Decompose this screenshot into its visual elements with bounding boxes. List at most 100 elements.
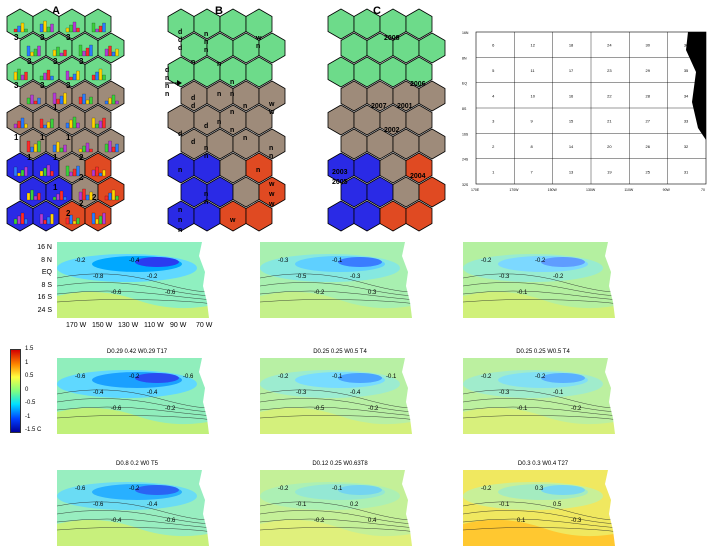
contour-map: -0.2 -0.1 -0.2 -0.1 0.2 0.4 bbox=[260, 470, 420, 546]
hex-b-label: n bbox=[269, 145, 273, 152]
hex-a-label: 2 bbox=[79, 153, 84, 162]
contour-line bbox=[57, 299, 217, 306]
mini-bar bbox=[111, 146, 116, 153]
contour-label: -0.4 bbox=[93, 390, 104, 396]
hex-b-hex bbox=[245, 152, 273, 184]
contour-label: -0.2 bbox=[278, 486, 289, 492]
colorbar-tick: -0.5 bbox=[25, 400, 36, 406]
contour-label: -0.8 bbox=[93, 274, 104, 280]
contour-label: -0.4 bbox=[147, 502, 158, 508]
mini-bar bbox=[17, 120, 21, 129]
mini-bar bbox=[20, 212, 25, 225]
hex-c-hex bbox=[405, 200, 433, 232]
contour-line bbox=[57, 406, 217, 417]
hex-b-label: d bbox=[178, 45, 182, 52]
grid-cell-number: 31 bbox=[684, 169, 689, 174]
mini-bar bbox=[37, 140, 41, 153]
mini-bar bbox=[91, 169, 96, 177]
mini-bar bbox=[78, 96, 83, 105]
hex-a-label: 1 bbox=[53, 153, 58, 162]
panel-label-b: B bbox=[215, 5, 223, 17]
mini-bar bbox=[76, 70, 80, 81]
mini-bar bbox=[82, 145, 86, 153]
map-lat-label: EQ bbox=[41, 269, 52, 276]
hex-a-label: 3 bbox=[27, 57, 32, 66]
grid-cell-number: 34 bbox=[684, 93, 689, 98]
hex-b-label: w bbox=[255, 35, 262, 42]
land-mask bbox=[199, 470, 217, 546]
contour-label: -0.1 bbox=[517, 290, 528, 296]
grid-y-tick: 16N bbox=[462, 31, 469, 35]
contour-line bbox=[57, 518, 217, 529]
mini-bar bbox=[26, 97, 31, 105]
hex-b-label: w bbox=[268, 101, 275, 108]
mini-bar bbox=[56, 193, 60, 201]
mini-bar bbox=[72, 116, 77, 129]
grid-x-tick: 170E bbox=[471, 188, 480, 192]
mini-bar bbox=[108, 140, 112, 153]
hex-b-label: n bbox=[230, 91, 234, 98]
hex-c-hex bbox=[379, 56, 407, 88]
mini-bar bbox=[65, 165, 70, 177]
map-band bbox=[338, 373, 382, 383]
mini-bar bbox=[111, 94, 116, 105]
hex-b-label: n bbox=[204, 47, 208, 54]
mini-bar bbox=[17, 172, 21, 177]
mini-bar bbox=[50, 23, 54, 33]
hex-c-label: 2001 bbox=[397, 103, 413, 110]
grid-cell-number: 35 bbox=[684, 68, 689, 73]
mini-bar bbox=[98, 215, 103, 225]
contour-line bbox=[57, 510, 217, 524]
mini-bar bbox=[95, 28, 99, 33]
mini-bar bbox=[63, 196, 67, 201]
hex-c-hex bbox=[327, 56, 355, 88]
hex-c-hex bbox=[327, 104, 355, 136]
contour-map: -0.2 -0.8 -0.6 -0.4 -0.2 -0.6 bbox=[57, 242, 217, 318]
hex-b-label: n bbox=[230, 109, 234, 116]
mini-bar bbox=[85, 142, 90, 153]
mini-bar bbox=[33, 100, 38, 105]
mini-bar bbox=[98, 120, 103, 129]
contour-label: -0.5 bbox=[296, 274, 307, 280]
mini-bar bbox=[111, 189, 116, 201]
mini-bar bbox=[78, 191, 83, 201]
mini-bar bbox=[30, 51, 34, 57]
grid-cell-number: 20 bbox=[607, 144, 612, 149]
map-title: D0.25 0.25 W0.5 T4 bbox=[313, 349, 367, 355]
grid-x-tick: 150W bbox=[548, 188, 558, 192]
contour-label: 0.3 bbox=[368, 290, 377, 296]
grid-cell-number: 10 bbox=[531, 93, 536, 98]
map-band bbox=[57, 291, 217, 318]
hex-a-label: 1 bbox=[53, 103, 58, 112]
contour-label: -0.2 bbox=[368, 406, 379, 412]
contour-label: -0.6 bbox=[111, 406, 122, 412]
hex-c-hex bbox=[327, 200, 355, 232]
contour-line bbox=[463, 527, 623, 534]
hex-b-hex bbox=[245, 104, 273, 136]
mini-bar bbox=[13, 28, 18, 33]
contour-line bbox=[463, 510, 623, 524]
contour-label: -0.2 bbox=[535, 374, 546, 380]
grid-cell-number: 21 bbox=[607, 119, 612, 124]
grid-cell-number: 22 bbox=[607, 93, 612, 98]
contour-label: -0.4 bbox=[147, 390, 158, 396]
hex-b-side-letter: n bbox=[165, 75, 169, 82]
panel-label-a: A bbox=[52, 5, 60, 17]
land-mask bbox=[402, 358, 420, 434]
contour-label: -0.2 bbox=[553, 274, 564, 280]
map-lat-label: 8 S bbox=[41, 281, 52, 289]
grid-cell-number: 16 bbox=[569, 93, 574, 98]
mini-bar bbox=[69, 76, 73, 81]
contour-label: -0.3 bbox=[499, 274, 510, 280]
mini-bar bbox=[30, 189, 34, 201]
mini-bar bbox=[63, 49, 67, 57]
mini-bar bbox=[59, 147, 64, 153]
hex-c-label: 2008 bbox=[384, 35, 400, 42]
mini-bar bbox=[85, 99, 90, 105]
mini-bar bbox=[46, 216, 51, 225]
mini-bar bbox=[24, 28, 28, 33]
map-lon-label: 150 W bbox=[92, 322, 113, 329]
hex-c-label: 2005 bbox=[332, 179, 348, 186]
grid-cell-number: 27 bbox=[646, 119, 651, 124]
contour-label: 0.5 bbox=[553, 502, 562, 508]
